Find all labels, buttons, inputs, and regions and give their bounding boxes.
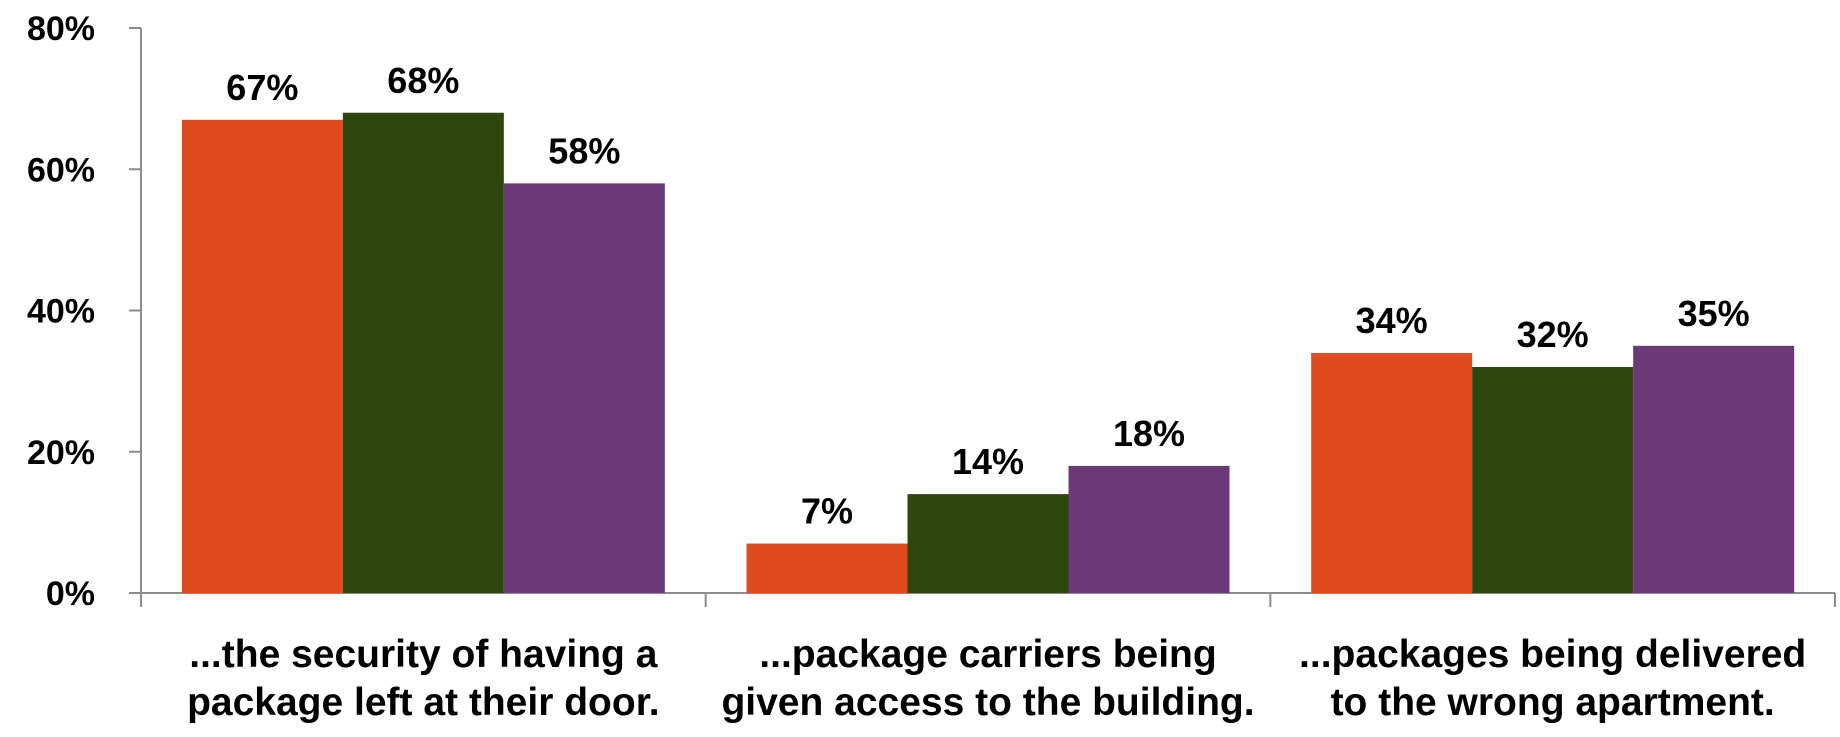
data-label: 35% [1678,293,1750,334]
data-label: 58% [548,130,620,171]
data-label: 34% [1356,300,1428,341]
category-label: ...package carriers being [759,633,1216,676]
y-tick-label: 40% [27,293,95,331]
data-label: 68% [387,60,459,101]
y-tick-label: 20% [27,434,95,472]
y-tick-label: 80% [27,10,95,48]
x-axis [140,592,1836,607]
bar [1311,352,1473,593]
category-label: package left at their door. [187,681,659,724]
data-label: 7% [801,491,853,532]
y-tick-label: 0% [46,575,95,613]
category-label: to the wrong apartment. [1331,681,1775,724]
bar [342,112,504,593]
data-labels: 67% 68% 58% 7% 14% 18% 34% 32% 35% [226,60,1749,532]
category-label: ...packages being delivered [1299,633,1806,676]
bar [907,494,1069,593]
data-label: 67% [226,67,298,108]
bar [1068,465,1230,593]
category-labels: ...the security of having a package left … [187,633,1806,724]
bar [1633,345,1795,593]
y-axis: 0% 20% 40% 60% 80% [27,10,142,613]
bars [181,112,1795,593]
data-label: 14% [952,441,1024,482]
category-label: ...the security of having a [189,633,657,676]
y-tick-label: 60% [27,151,95,189]
data-label: 32% [1517,314,1589,355]
bar [1472,367,1634,593]
bar [746,543,908,593]
data-label: 18% [1113,413,1185,454]
bar [503,183,665,593]
category-label: given access to the building. [721,681,1254,724]
bar [181,119,343,593]
